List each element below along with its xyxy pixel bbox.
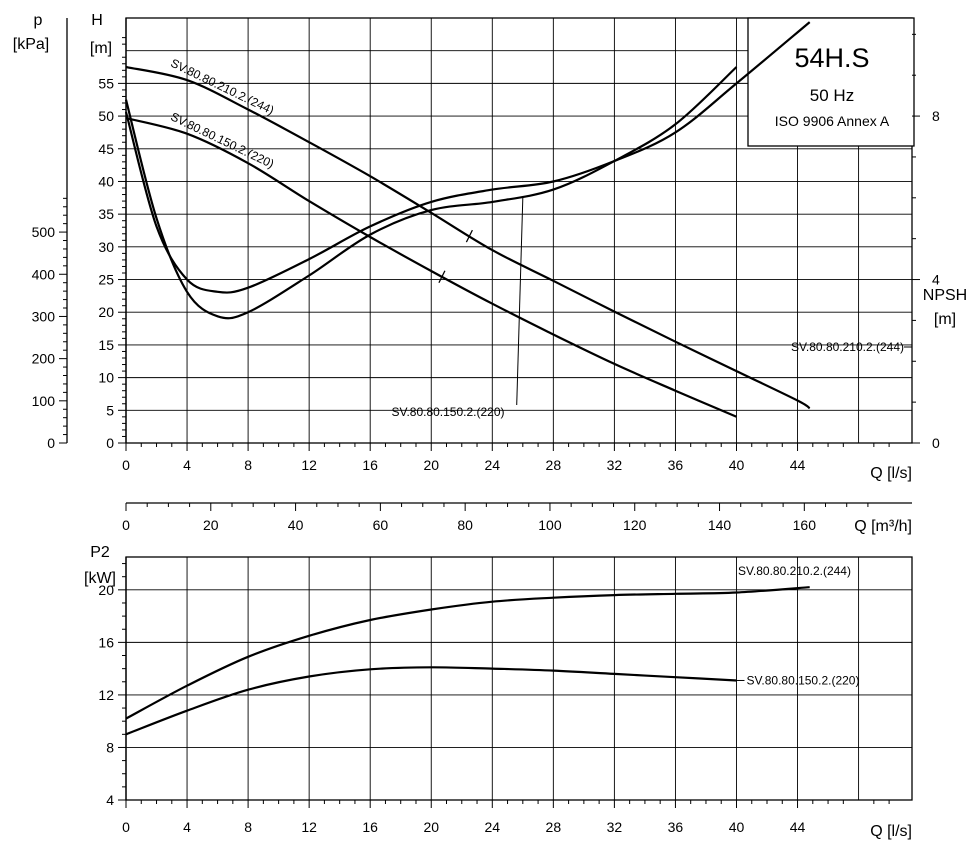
flow-ls-tick-label-top: 40 xyxy=(729,457,745,473)
flow-ls-tick-label-bottom: 28 xyxy=(546,819,562,835)
flow-m3h-tick-label: 60 xyxy=(373,517,389,533)
npsh-axis-unit: [m] xyxy=(934,311,956,328)
flow-m3h-tick-label: 140 xyxy=(708,517,732,533)
flow-ls-tick-label-bottom: 0 xyxy=(122,819,130,835)
npsh-tick-label: 0 xyxy=(932,435,940,451)
head-curve-210-label: SV.80.80.210.2.(244) xyxy=(168,56,276,118)
npsh-curve-150-leader xyxy=(516,197,524,406)
head-axis-unit: [m] xyxy=(90,40,112,57)
head-tick-label: 0 xyxy=(106,435,114,451)
curves xyxy=(124,21,811,736)
power-curve-150 xyxy=(125,666,737,736)
pressure-tick-label: 300 xyxy=(32,308,56,324)
npsh-axis-title: NPSH xyxy=(923,287,967,304)
power-tick-label: 20 xyxy=(98,582,114,598)
head-tick-label: 40 xyxy=(98,173,114,189)
flow-m3h-tick-label: 0 xyxy=(122,517,130,533)
flow-ls-tick-label-bottom: 12 xyxy=(301,819,317,835)
pressure-tick-label: 100 xyxy=(32,393,56,409)
flow-ls-tick-label-bottom: 36 xyxy=(668,819,684,835)
series-labels: SV.80.80.210.2.(244)SV.80.80.150.2.(220)… xyxy=(168,56,912,687)
flow-ls-axis-title-bottom: Q [l/s] xyxy=(870,823,912,840)
flow-ls-tick-label-top: 16 xyxy=(362,457,378,473)
power-tick-label: 4 xyxy=(106,792,114,808)
power-tick-label: 16 xyxy=(98,634,114,650)
flow-ls-tick-label-bottom: 44 xyxy=(790,819,806,835)
flow-ls-tick-label-top: 8 xyxy=(244,457,252,473)
flow-m3h-tick-label: 80 xyxy=(457,517,473,533)
flow-m3h-tick-label: 160 xyxy=(793,517,817,533)
power-curve-150-label: SV.80.80.150.2.(220) xyxy=(746,673,859,687)
flow-ls-tick-label-bottom: 4 xyxy=(183,819,191,835)
info-box: 54H.S 50 Hz ISO 9906 Annex A xyxy=(747,17,915,147)
pressure-tick-label: 200 xyxy=(32,351,56,367)
flow-ls-tick-label-top: 0 xyxy=(122,457,130,473)
flow-ls-tick-label-top: 32 xyxy=(607,457,623,473)
flow-ls-tick-label-top: 20 xyxy=(423,457,439,473)
flow-ls-tick-label-bottom: 40 xyxy=(729,819,745,835)
head-tick-label: 35 xyxy=(98,206,114,222)
flow-ls-tick-label-top: 28 xyxy=(546,457,562,473)
flow-ls-tick-label-bottom: 24 xyxy=(485,819,501,835)
flow-ls-tick-label-top: 44 xyxy=(790,457,806,473)
flow-ls-tick-label-top: 36 xyxy=(668,457,684,473)
npsh-curve-210 xyxy=(124,21,811,294)
npsh-tick-label: 4 xyxy=(932,272,940,288)
head-curve-150 xyxy=(125,116,737,418)
pressure-axis-title: p xyxy=(34,12,43,29)
flow-m3h-tick-label: 120 xyxy=(623,517,647,533)
pressure-axis-unit: [kPa] xyxy=(13,36,49,53)
head-curve-210 xyxy=(125,65,811,410)
flow-ls-axis-title-top: Q [l/s] xyxy=(870,465,912,482)
duty-point-mark xyxy=(465,229,473,243)
flow-ls-tick-label-bottom: 16 xyxy=(362,819,378,835)
head-tick-label: 45 xyxy=(98,141,114,157)
pressure-tick-label: 0 xyxy=(47,435,55,451)
head-tick-label: 55 xyxy=(98,75,114,91)
power-tick-label: 12 xyxy=(98,687,114,703)
head-tick-label: 50 xyxy=(98,108,114,124)
flow-m3h-axis-title: Q [m³/h] xyxy=(854,518,912,535)
power-curve-210-label: SV.80.80.210.2.(244) xyxy=(738,564,851,578)
pressure-tick-label: 500 xyxy=(32,224,56,240)
flow-ls-tick-label-bottom: 8 xyxy=(244,819,252,835)
head-tick-label: 15 xyxy=(98,337,114,353)
head-tick-label: 25 xyxy=(98,272,114,288)
head-tick-label: 30 xyxy=(98,239,114,255)
flow-ls-tick-label-bottom: 20 xyxy=(423,819,439,835)
npsh-curve-150-label: SV.80.80.150.2.(220) xyxy=(392,405,505,419)
pressure-tick-label: 400 xyxy=(32,266,56,282)
duty-point-mark xyxy=(438,270,446,284)
flow-ls-tick-label-top: 12 xyxy=(301,457,317,473)
npsh-tick-label: 8 xyxy=(932,108,940,124)
npsh-curve-150 xyxy=(124,66,738,320)
flow-m3h-tick-label: 20 xyxy=(203,517,219,533)
head-tick-label: 20 xyxy=(98,304,114,320)
flow-ls-tick-label-top: 24 xyxy=(485,457,501,473)
flow-m3h-tick-label: 100 xyxy=(538,517,562,533)
power-axis-title: P2 xyxy=(90,544,110,561)
axes: 0 4 8 12 16 20 24 28 32 36 40 440 20 40 60 80 100 120 140 1… xyxy=(32,18,940,835)
head-tick-label: 10 xyxy=(98,370,114,386)
flow-m3h-tick-label: 40 xyxy=(288,517,304,533)
flow-ls-tick-label-top: 4 xyxy=(183,457,191,473)
power-tick-label: 8 xyxy=(106,739,114,755)
head-axis-title: H xyxy=(91,12,103,29)
info-standard: ISO 9906 Annex A xyxy=(775,113,890,129)
power-curve-210 xyxy=(125,586,810,720)
head-tick-label: 5 xyxy=(106,402,114,418)
info-series: 54H.S xyxy=(794,43,869,73)
npsh-curve-210-label: SV.80.80.210.2.(244) xyxy=(791,340,904,354)
power-axis-unit: [kW] xyxy=(84,570,116,587)
flow-ls-tick-label-bottom: 32 xyxy=(607,819,623,835)
head-curve-150-label: SV.80.80.150.2.(220) xyxy=(168,110,276,172)
info-frequency: 50 Hz xyxy=(810,86,854,105)
